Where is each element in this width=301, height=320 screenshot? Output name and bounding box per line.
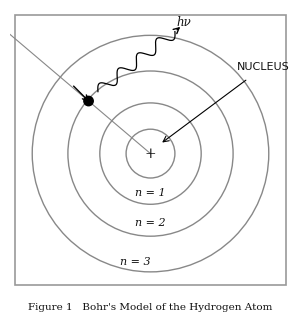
- Text: n = 3: n = 3: [120, 258, 151, 268]
- Text: Figure 1   Bohr's Model of the Hydrogen Atom: Figure 1 Bohr's Model of the Hydrogen At…: [28, 303, 273, 312]
- Text: +: +: [145, 147, 156, 161]
- Text: NUCLEUS: NUCLEUS: [237, 62, 290, 72]
- Circle shape: [84, 96, 93, 106]
- Text: n = 1: n = 1: [135, 188, 166, 198]
- Text: hν: hν: [177, 16, 192, 29]
- Text: n = 2: n = 2: [135, 218, 166, 228]
